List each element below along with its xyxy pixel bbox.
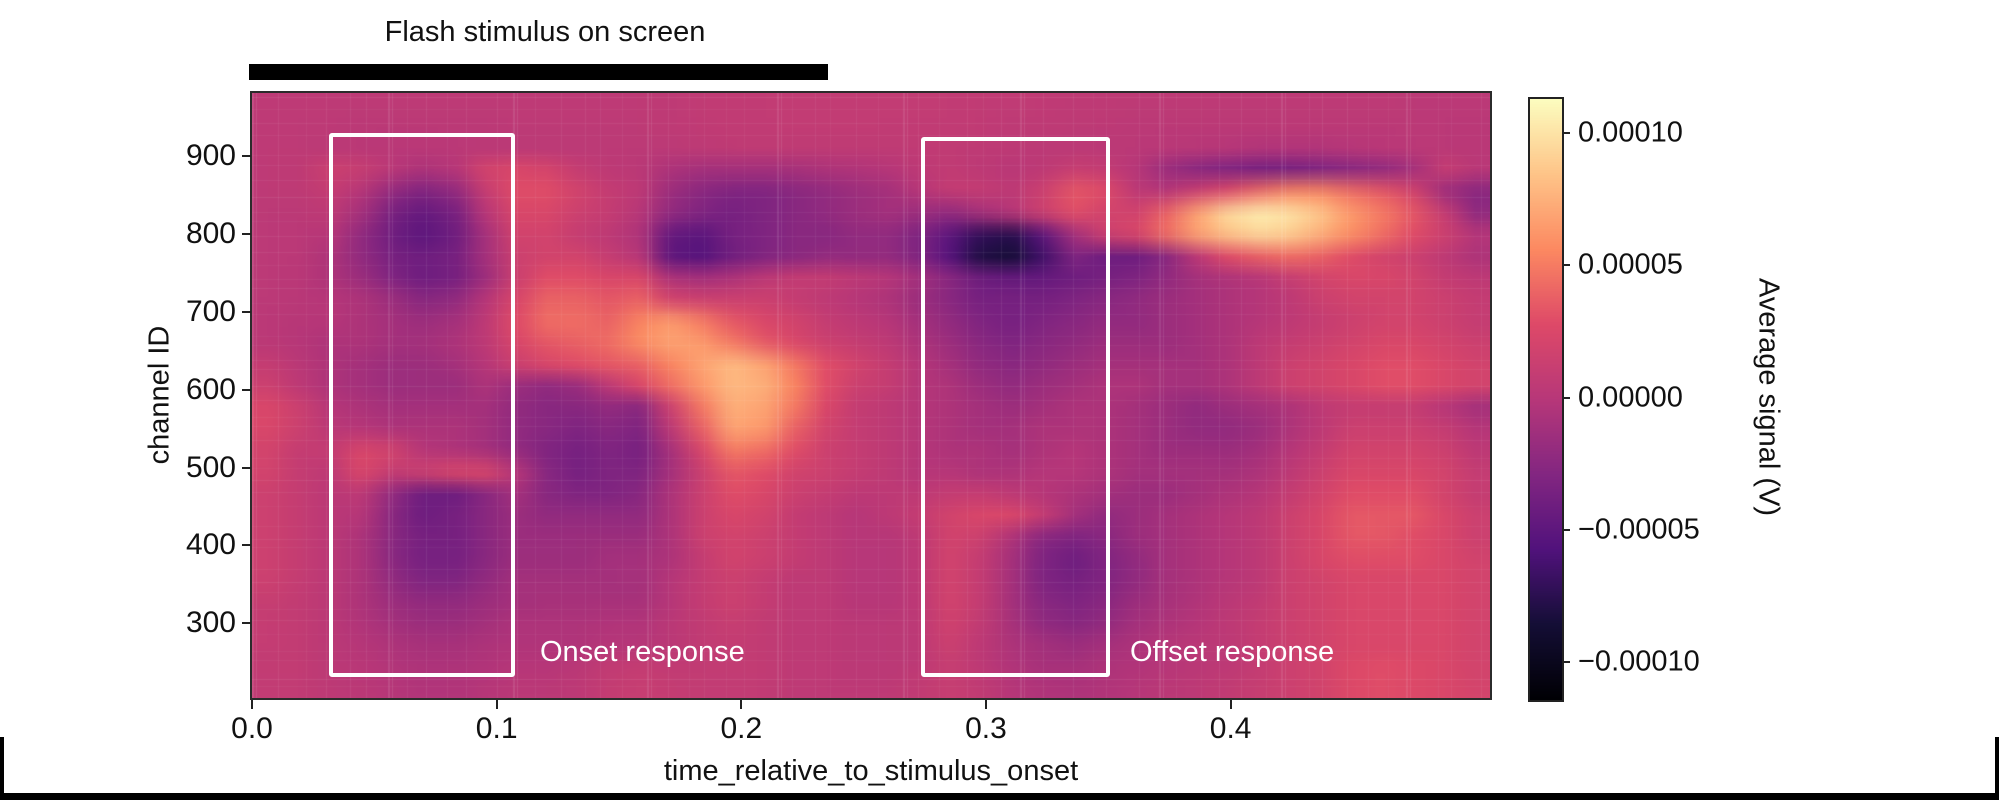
- x-tick-label: 0.1: [475, 712, 518, 745]
- y-tick-mark: [242, 232, 251, 235]
- y-tick-mark: [242, 544, 251, 547]
- x-tick-mark: [495, 700, 498, 709]
- figure-title: Flash stimulus on screen: [384, 16, 706, 48]
- y-tick-mark: [242, 622, 251, 625]
- x-tick-label: 0.3: [965, 712, 1007, 745]
- heatmap-plot: Onset response Offset response: [250, 91, 1492, 700]
- colorbar-tick-label: 0.00000: [1578, 381, 1683, 413]
- offset-response-label: Offset response: [1130, 636, 1335, 668]
- heatmap-image: [252, 93, 1490, 698]
- y-tick-label: 300: [185, 606, 236, 640]
- y-tick-label: 700: [185, 294, 236, 328]
- x-tick-mark: [1229, 700, 1232, 709]
- y-tick-label: 900: [185, 139, 236, 173]
- y-tick-label: 500: [185, 450, 236, 484]
- y-axis-label: channel ID: [143, 325, 176, 465]
- colorbar: [1528, 97, 1564, 702]
- colorbar-tick-label: −0.00005: [1578, 513, 1700, 546]
- y-tick-label: 800: [185, 216, 236, 250]
- window-border-left: [0, 737, 4, 800]
- x-tick-mark: [984, 700, 987, 709]
- colorbar-tick-mark: [1562, 528, 1570, 531]
- y-tick-mark: [242, 310, 251, 313]
- x-tick-label: 0.0: [231, 712, 273, 745]
- x-axis-label: time_relative_to_stimulus_onset: [663, 755, 1079, 787]
- colorbar-label: Average signal (V): [1752, 277, 1785, 517]
- window-border-right: [1995, 737, 1999, 800]
- y-tick-label: 600: [185, 372, 236, 406]
- stimulus-duration-bar: [249, 64, 828, 80]
- colorbar-tick-mark: [1562, 264, 1570, 267]
- colorbar-tick-label: 0.00010: [1578, 116, 1683, 149]
- colorbar-tick-mark: [1562, 396, 1570, 399]
- y-tick-mark: [242, 466, 251, 469]
- colorbar-tick-mark: [1562, 661, 1570, 664]
- onset-response-label: Onset response: [540, 636, 745, 668]
- window-border-bottom: [0, 793, 1999, 800]
- y-tick-label: 400: [185, 528, 236, 562]
- y-tick-mark: [242, 155, 251, 158]
- x-tick-mark: [251, 700, 253, 709]
- colorbar-tick-label: −0.00010: [1578, 645, 1700, 678]
- colorbar-tick-label: 0.00005: [1578, 248, 1683, 281]
- colorbar-tick-mark: [1562, 131, 1570, 134]
- x-tick-label: 0.2: [720, 712, 763, 745]
- colorbar-gradient: [1530, 99, 1562, 700]
- y-tick-mark: [242, 388, 251, 391]
- x-tick-mark: [740, 700, 743, 709]
- x-tick-label: 0.4: [1209, 712, 1252, 745]
